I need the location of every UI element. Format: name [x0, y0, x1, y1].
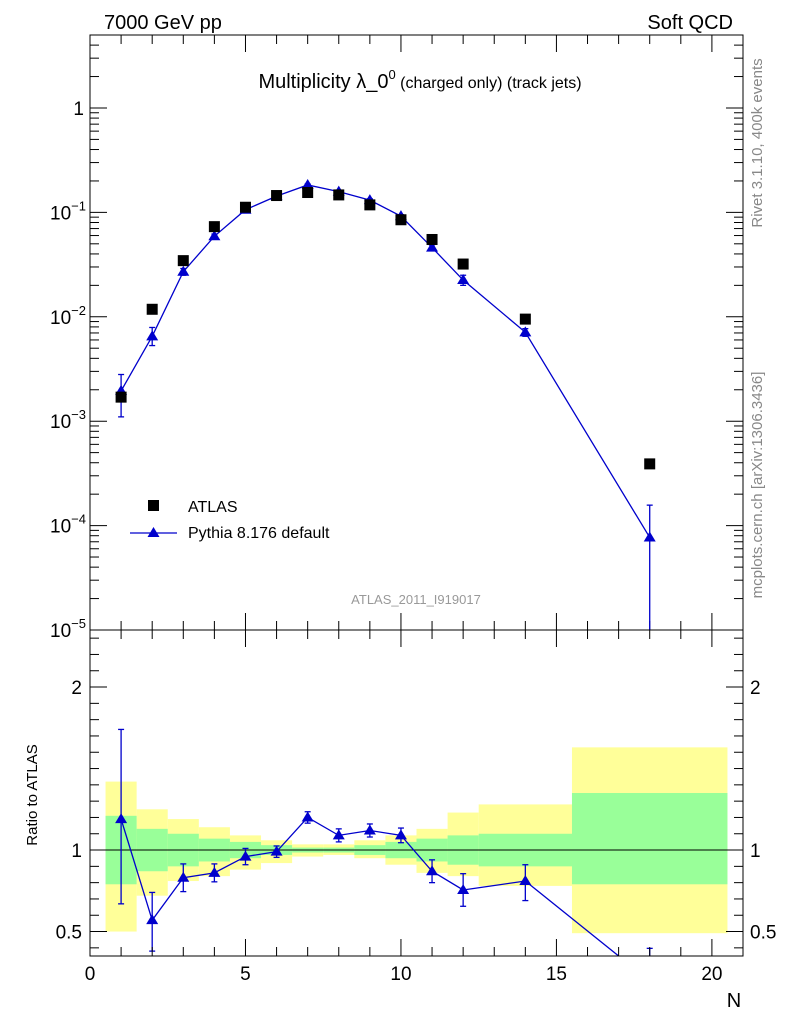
ratio-y-label: Ratio to ATLAS	[24, 744, 41, 845]
main-y-tick-exponent: −5	[71, 616, 86, 631]
ratio-point	[270, 845, 283, 856]
ratio-point	[146, 914, 159, 925]
main-y-tick-exponent: −1	[71, 198, 86, 213]
atlas-point	[457, 258, 469, 270]
legend: ATLAS Pythia 8.176 default	[130, 499, 330, 542]
title-main: Multiplicity λ_0	[258, 71, 388, 93]
ratio-point	[332, 829, 345, 840]
x-axis-label: N	[727, 990, 741, 1012]
pythia-line	[120, 184, 651, 538]
ratio-point	[394, 829, 407, 840]
main-data-marks	[115, 178, 656, 630]
atlas-point	[364, 199, 376, 211]
inner-uncertainty-band	[571, 793, 728, 885]
ratio-point	[208, 866, 221, 877]
main-y-tick-base: 10	[50, 412, 71, 433]
rivet-label: Rivet 3.1.10, 400k events	[749, 58, 766, 227]
main-y-tick-label: 10−1	[50, 198, 86, 224]
pythia-point	[426, 241, 439, 252]
ratio-panel: 0.5 0.5 1 1 2 2 0 5 10 15 20 Ratio to ATLAS N	[24, 629, 776, 1012]
pythia-point	[208, 230, 221, 241]
ratio-x-tick-label: 15	[546, 964, 567, 985]
pythia-point	[146, 330, 159, 341]
main-y-tick-exponent: −4	[71, 512, 86, 527]
ratio-y-tick-label-left: 0.5	[56, 923, 82, 944]
ratio-plot-frame	[89, 629, 744, 957]
main-y-tick-label: 10−4	[50, 512, 86, 538]
pythia-point	[519, 326, 532, 337]
ratio-line	[120, 816, 620, 956]
main-y-tick-exponent: −3	[71, 407, 86, 422]
ratio-y-axis: 0.5 0.5 1 1 2 2	[56, 637, 776, 949]
legend-atlas-label: ATLAS	[188, 499, 238, 516]
main-y-tick-base: 10	[50, 203, 71, 224]
pythia-point	[457, 274, 470, 285]
main-y-tick-base: 10	[50, 517, 71, 538]
main-panel: Multiplicity λ_00 (charged only) (track …	[50, 34, 744, 642]
ratio-y-tick-label-right: 1	[750, 841, 761, 862]
watermark: ATLAS_2011_I919017	[351, 592, 481, 607]
ratio-x-tick-label: 20	[701, 964, 722, 985]
title-superscript: 0	[388, 67, 395, 82]
atlas-point	[519, 313, 531, 325]
ratio-x-axis: 0 5 10 15 20	[85, 630, 744, 985]
pythia-point	[643, 531, 656, 542]
ratio-y-tick-label-right: 2	[750, 678, 761, 699]
legend-pythia-marker	[147, 527, 160, 537]
main-y-tick-label: 10−2	[50, 303, 86, 329]
main-plot-title: Multiplicity λ_00 (charged only) (track …	[258, 67, 581, 93]
atlas-point	[426, 233, 438, 245]
ratio-uncertainty-bands	[105, 747, 728, 934]
atlas-point	[333, 189, 345, 201]
atlas-point	[271, 190, 283, 202]
main-y-axis: 110−110−210−310−410−5	[50, 34, 743, 642]
ratio-y-tick-label-left: 2	[71, 678, 82, 699]
mcplots-label: mcplots.cern.ch [arXiv:1306.3436]	[749, 372, 766, 599]
main-y-tick-exponent: −2	[71, 303, 86, 318]
header-left: 7000 GeV pp	[104, 12, 222, 34]
ratio-point	[426, 865, 439, 876]
main-y-tick-label: 10−5	[50, 616, 86, 642]
ratio-data-marks	[115, 728, 656, 985]
main-y-tick-base: 10	[50, 308, 71, 329]
pythia-point	[301, 178, 314, 189]
main-x-axis	[89, 35, 744, 630]
ratio-point	[239, 850, 252, 861]
atlas-point	[395, 214, 407, 226]
atlas-point	[208, 221, 220, 233]
atlas-point	[644, 458, 656, 470]
ratio-point	[644, 975, 656, 985]
ratio-x-tick-label: 5	[240, 964, 251, 985]
header-right: Soft QCD	[647, 12, 733, 34]
legend-pythia-label: Pythia 8.176 default	[188, 525, 330, 542]
ratio-point	[115, 813, 128, 824]
atlas-point	[239, 201, 251, 213]
ratio-x-tick-label: 10	[390, 964, 411, 985]
atlas-point	[177, 255, 189, 267]
atlas-point	[146, 303, 158, 315]
title-extra: (charged only) (track jets)	[396, 75, 582, 92]
ratio-point	[301, 811, 314, 822]
ratio-point	[363, 824, 376, 835]
ratio-point	[457, 883, 470, 894]
atlas-point	[115, 391, 127, 403]
ratio-point	[519, 875, 532, 886]
main-y-tick-label: 1	[73, 99, 84, 120]
main-y-tick-label: 10−3	[50, 407, 86, 433]
legend-atlas-marker	[148, 500, 159, 511]
atlas-point	[302, 187, 314, 199]
ratio-y-tick-label-right: 0.5	[750, 923, 776, 944]
ratio-y-tick-label-left: 1	[71, 841, 82, 862]
main-y-tick-base: 10	[50, 621, 71, 642]
ratio-point	[177, 871, 190, 882]
pythia-point	[177, 265, 190, 276]
ratio-x-tick-label: 0	[85, 964, 96, 985]
